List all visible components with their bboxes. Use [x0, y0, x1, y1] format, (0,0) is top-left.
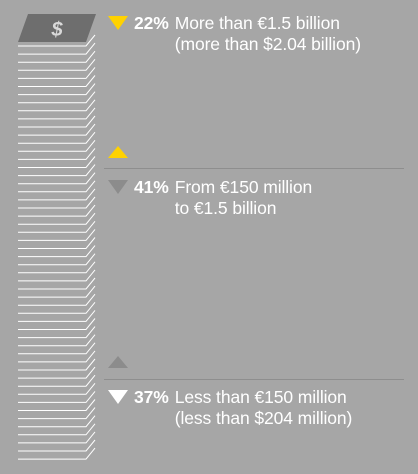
bill-edge [18, 67, 96, 79]
currency-symbol: $ [50, 19, 63, 41]
bill-edge [18, 350, 96, 363]
tier-divider-bottom [104, 379, 404, 380]
bill-edge [18, 261, 96, 274]
bill-edge [18, 391, 96, 403]
tier-small-label-line1: Less than €150 million [174, 387, 347, 407]
bill-edge [18, 374, 96, 387]
tier-large-percent: 22% [134, 13, 169, 33]
tier-large-label-line2: (more than $2.04 billion) [174, 34, 361, 54]
bill-edge [18, 204, 96, 217]
tier-mid-percent: 41% [134, 177, 169, 197]
bill-edge [18, 148, 96, 160]
bill-edge [18, 366, 96, 379]
bill-edge [18, 285, 96, 298]
tier-marker-down-icon [108, 16, 128, 30]
bill-edge [18, 34, 96, 47]
bill-edge [18, 115, 96, 128]
bill-edge [18, 75, 96, 87]
bill-edge [18, 334, 96, 347]
bill-stack-lines [18, 34, 96, 460]
bill-edge [18, 415, 96, 428]
bill-edge [18, 188, 96, 201]
bill-edge [18, 253, 96, 266]
bill-edge [18, 399, 96, 411]
bill-edge [18, 342, 96, 355]
tier-small-percent: 37% [134, 387, 169, 407]
tier-mid-label-line2: to €1.5 billion [174, 198, 277, 218]
tier-marker-down-icon [108, 390, 128, 404]
bill-edge [18, 139, 96, 152]
bill-edge [18, 196, 96, 209]
bill-edge [18, 131, 96, 144]
bill-edge [18, 301, 96, 314]
bill-edge [18, 326, 96, 339]
bill-edge [18, 407, 96, 420]
bill-edge [18, 58, 96, 71]
bill-edge [18, 180, 96, 193]
bill-edge [18, 245, 96, 258]
tier-marker-down-icon [108, 180, 128, 194]
bill-edge [18, 220, 96, 233]
tier-mid-label-line1: From €150 million [174, 177, 313, 197]
bill-edge [18, 423, 96, 436]
bill-edge [18, 229, 96, 241]
bill-edge [18, 83, 96, 96]
bill-edge [18, 293, 96, 306]
bill-edge [18, 42, 96, 55]
tier-small-label-line2: (less than $204 million) [174, 408, 353, 428]
bill-edge [18, 269, 96, 282]
tier-small: 37% Less than €150 million (less than $2… [108, 387, 352, 429]
bill-edge [18, 172, 96, 185]
bill-edge [18, 431, 96, 444]
bill-edge [18, 156, 96, 168]
tier-bracket-up-marker [108, 356, 128, 368]
bill-edge [18, 123, 96, 136]
bill-edge [18, 212, 96, 225]
bill-edge [18, 107, 96, 120]
bill-edge [18, 164, 96, 177]
bill-edge [18, 277, 96, 290]
dollar-bill-icon: $ [18, 14, 96, 42]
tier-divider-top [104, 168, 404, 169]
bill-edge [18, 99, 96, 112]
bill-edge [18, 382, 96, 395]
tier-bracket-up-marker [108, 146, 128, 158]
bill-edge [18, 447, 96, 460]
bill-edge [18, 318, 96, 330]
tier-large-label-line1: More than €1.5 billion [174, 13, 340, 33]
bill-edge [18, 237, 96, 249]
bill-edge [18, 91, 96, 104]
tier-large: 22% More than €1.5 billion (more than $2… [108, 13, 361, 55]
bill-edge [18, 310, 96, 322]
bill-edge [18, 50, 96, 63]
tier-mid: 41% From €150 million to €1.5 billion [108, 177, 312, 219]
bill-edge [18, 439, 96, 452]
bill-edge [18, 358, 96, 371]
bill-stack: $ [18, 14, 96, 460]
